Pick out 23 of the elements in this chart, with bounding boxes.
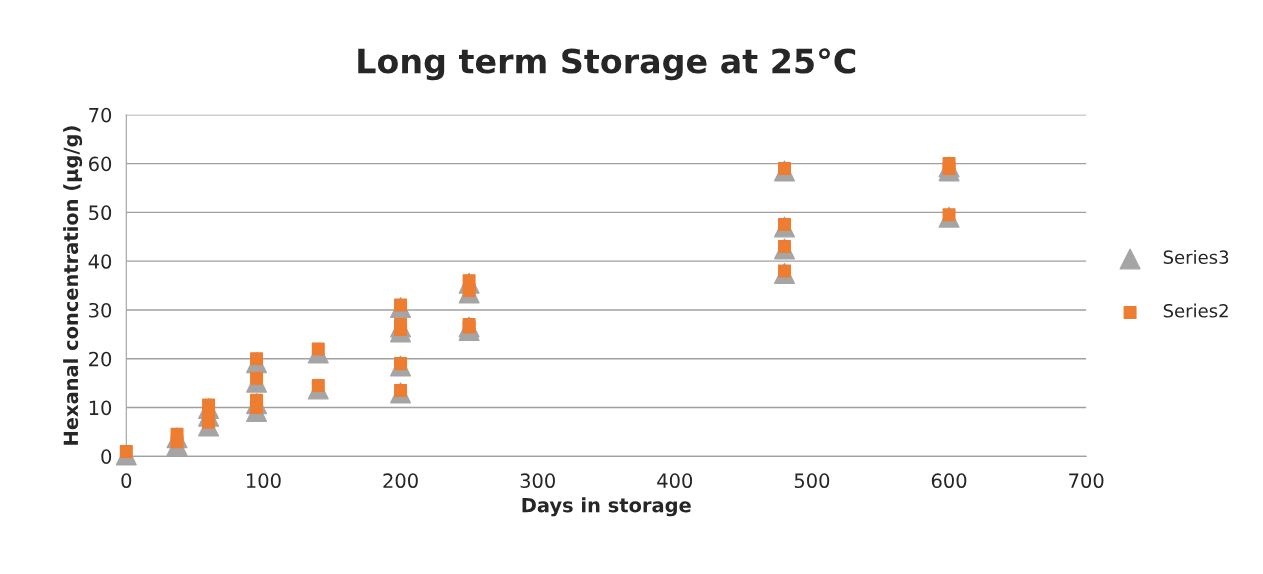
- point: [250, 371, 264, 385]
- y-tick-label: 50: [89, 205, 112, 221]
- y-tick-label: 40: [88, 254, 112, 269]
- y-tick-label: 70: [89, 107, 112, 123]
- y-tick-label: 20: [89, 351, 112, 367]
- point: [394, 318, 408, 332]
- chart-title: Long term Storage at 25°C: [358, 48, 856, 81]
- y-tick-label: 60: [89, 156, 112, 172]
- y-axis-title: Hexanal concentration (µg/g): [63, 126, 83, 445]
- x-tick-label: 500: [794, 473, 830, 489]
- y-tick-label: 30: [89, 302, 112, 318]
- x-tick-label: 300: [520, 473, 555, 489]
- x-tick-label: 600: [931, 473, 967, 489]
- y-tick-label: 10: [89, 400, 112, 416]
- legend-label: Series3: [1163, 250, 1229, 265]
- y-tick-label: 0: [101, 449, 112, 464]
- x-tick-label: 400: [657, 473, 693, 489]
- legend-label: Series2: [1163, 303, 1228, 318]
- x-tick-label: 0: [121, 473, 132, 489]
- x-axis-title: Days in storage: [522, 497, 691, 517]
- x-tick-label: 700: [1069, 473, 1104, 489]
- x-tick-label: 200: [383, 473, 418, 489]
- x-tick-label: 100: [247, 473, 281, 489]
